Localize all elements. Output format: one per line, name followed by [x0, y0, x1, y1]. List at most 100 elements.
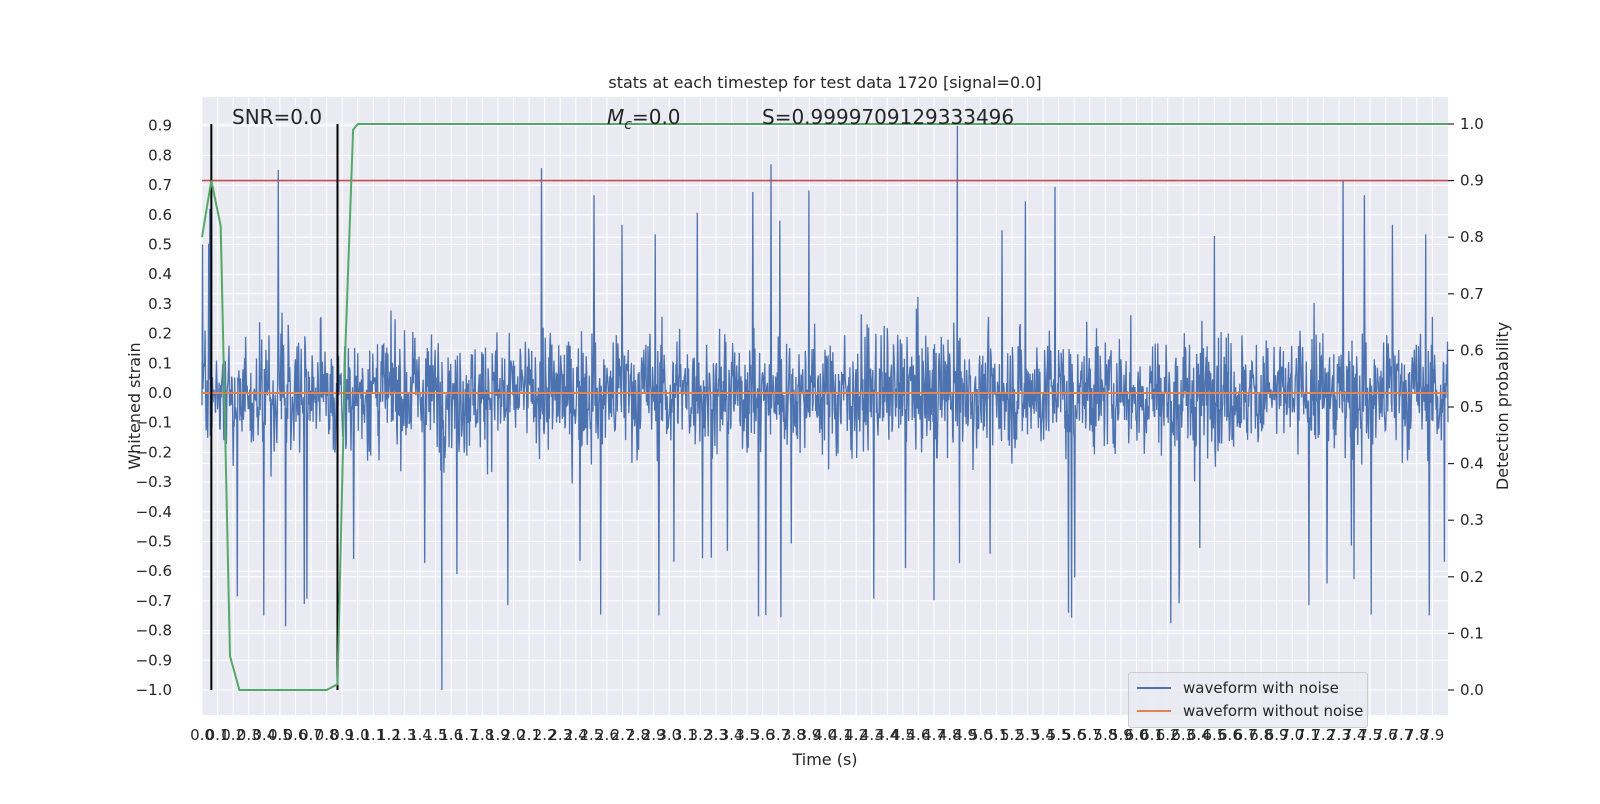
y2-tick-label: 0.9	[1460, 172, 1484, 190]
legend-label-with-noise: waveform with noise	[1183, 679, 1339, 697]
x-tick-label: 5.3	[1016, 726, 1040, 744]
y-tick-label: −0.4	[136, 503, 172, 521]
x-tick-label: 1.1	[361, 726, 385, 744]
lines-layer	[201, 123, 1448, 691]
x-tick-label: 7.5	[1358, 726, 1382, 744]
x-tick-label: 0.7	[299, 726, 323, 744]
x-tick-label: 2.6	[595, 726, 619, 744]
y2-tick-label: 0.8	[1460, 228, 1484, 246]
y-tick-label: 0.2	[148, 325, 172, 343]
y-tick-label: 0.8	[148, 146, 172, 164]
y2-axis-label: Detection probability	[1493, 322, 1512, 490]
x-tick-label: 4.4	[875, 726, 899, 744]
x-tick-label: 5.7	[1078, 726, 1102, 744]
y2-tick-label: 0.3	[1460, 511, 1484, 529]
y2-tick-label: 0.0	[1460, 681, 1484, 699]
x-tick-label: 4.8	[938, 726, 962, 744]
mc-value: =0.0	[632, 105, 681, 129]
y-tick-label: 0.1	[148, 354, 172, 372]
x-tick-label: 0.8	[315, 726, 339, 744]
y2-tick-label: 0.6	[1460, 341, 1484, 359]
y2-tick-label: 0.7	[1460, 285, 1484, 303]
tick-labels: 0.00.10.20.30.40.50.60.70.80.91.01.11.21…	[136, 115, 1484, 744]
y-tick-label: 0.0	[148, 384, 172, 402]
x-tick-label: 4.6	[907, 726, 931, 744]
y-tick-label: 0.3	[148, 295, 172, 313]
x-tick-label: 4.0	[813, 726, 837, 744]
x-tick-label: 6.8	[1249, 726, 1273, 744]
y-tick-label: 0.4	[148, 265, 172, 283]
x-tick-label: 3.1	[673, 726, 697, 744]
x-tick-label: 3.4	[720, 726, 744, 744]
x-tick-label: 0.9	[330, 726, 354, 744]
snr-annotation: SNR=0.0	[232, 105, 322, 129]
x-tick-label: 3.8	[782, 726, 806, 744]
y-tick-label: −0.6	[136, 562, 172, 580]
x-tick-label: 2.9	[642, 726, 666, 744]
x-tick-label: 5.1	[984, 726, 1008, 744]
x-tick-label: 6.6	[1218, 726, 1242, 744]
x-tick-label: 0.1	[206, 726, 230, 744]
x-tick-label: 1.7	[455, 726, 479, 744]
y-tick-label: −0.5	[136, 533, 172, 551]
x-tick-label: 5.6	[1062, 726, 1086, 744]
x-tick-label: 5.8	[1093, 726, 1117, 744]
detection-probability-line	[201, 123, 1448, 691]
x-tick-label: 6.1	[1140, 726, 1164, 744]
x-tick-label: 0.5	[268, 726, 292, 744]
x-tick-label: 2.1	[517, 726, 541, 744]
x-tick-label: 7.2	[1311, 726, 1335, 744]
x-tick-label: 0.3	[237, 726, 261, 744]
y-axis-label: Whitened strain	[125, 342, 144, 469]
x-tick-label: 1.5	[424, 726, 448, 744]
x-tick-label: 7.9	[1420, 726, 1444, 744]
x-tick-label: 0.4	[252, 726, 276, 744]
x-tick-label: 5.2	[1000, 726, 1024, 744]
x-tick-label: 7.4	[1343, 726, 1367, 744]
x-tick-label: 3.5	[735, 726, 759, 744]
x-tick-label: 0.2	[221, 726, 245, 744]
x-axis-label: Time (s)	[791, 750, 857, 769]
x-tick-label: 3.3	[704, 726, 728, 744]
x-tick-label: 3.0	[657, 726, 681, 744]
x-tick-label: 6.9	[1265, 726, 1289, 744]
waveform-with-noise-series	[201, 125, 1449, 691]
mc-subscript: c	[624, 117, 632, 133]
y-tick-label: 0.6	[148, 206, 172, 224]
y2-tick-label: 0.5	[1460, 398, 1484, 416]
y-tick-label: 0.5	[148, 236, 172, 254]
legend: waveform with noise waveform without noi…	[1128, 672, 1368, 728]
x-tick-label: 4.5	[891, 726, 915, 744]
x-tick-label: 1.0	[346, 726, 370, 744]
x-tick-label: 2.5	[579, 726, 603, 744]
y-tick-label: −0.8	[136, 622, 172, 640]
x-tick-label: 4.9	[953, 726, 977, 744]
x-tick-label: 7.1	[1296, 726, 1320, 744]
x-tick-label: 2.0	[502, 726, 526, 744]
y-tick-label: −0.9	[136, 651, 172, 669]
x-tick-label: 1.2	[377, 726, 401, 744]
x-tick-label: 4.7	[922, 726, 946, 744]
x-tick-label: 4.2	[844, 726, 868, 744]
x-tick-label: 4.3	[860, 726, 884, 744]
x-tick-label: 7.6	[1374, 726, 1398, 744]
y-tick-label: −1.0	[136, 681, 172, 699]
legend-swatch-without-noise	[1137, 710, 1171, 712]
legend-swatch-with-noise	[1137, 687, 1171, 689]
x-tick-label: 3.7	[766, 726, 790, 744]
chart-title: stats at each timestep for test data 172…	[608, 73, 1041, 92]
x-tick-label: 4.1	[829, 726, 853, 744]
x-tick-label: 1.8	[470, 726, 494, 744]
y2-tick-label: 1.0	[1460, 115, 1484, 133]
x-tick-label: 6.5	[1202, 726, 1226, 744]
y-tick-label: −0.2	[136, 443, 172, 461]
legend-label-without-noise: waveform without noise	[1183, 702, 1364, 720]
x-tick-label: 7.7	[1389, 726, 1413, 744]
x-tick-label: 5.9	[1109, 726, 1133, 744]
x-tick-label: 6.0	[1125, 726, 1149, 744]
x-tick-label: 5.0	[969, 726, 993, 744]
legend-item-with-noise: waveform with noise	[1137, 678, 1339, 698]
x-tick-label: 3.2	[688, 726, 712, 744]
y-tick-label: 0.7	[148, 176, 172, 194]
